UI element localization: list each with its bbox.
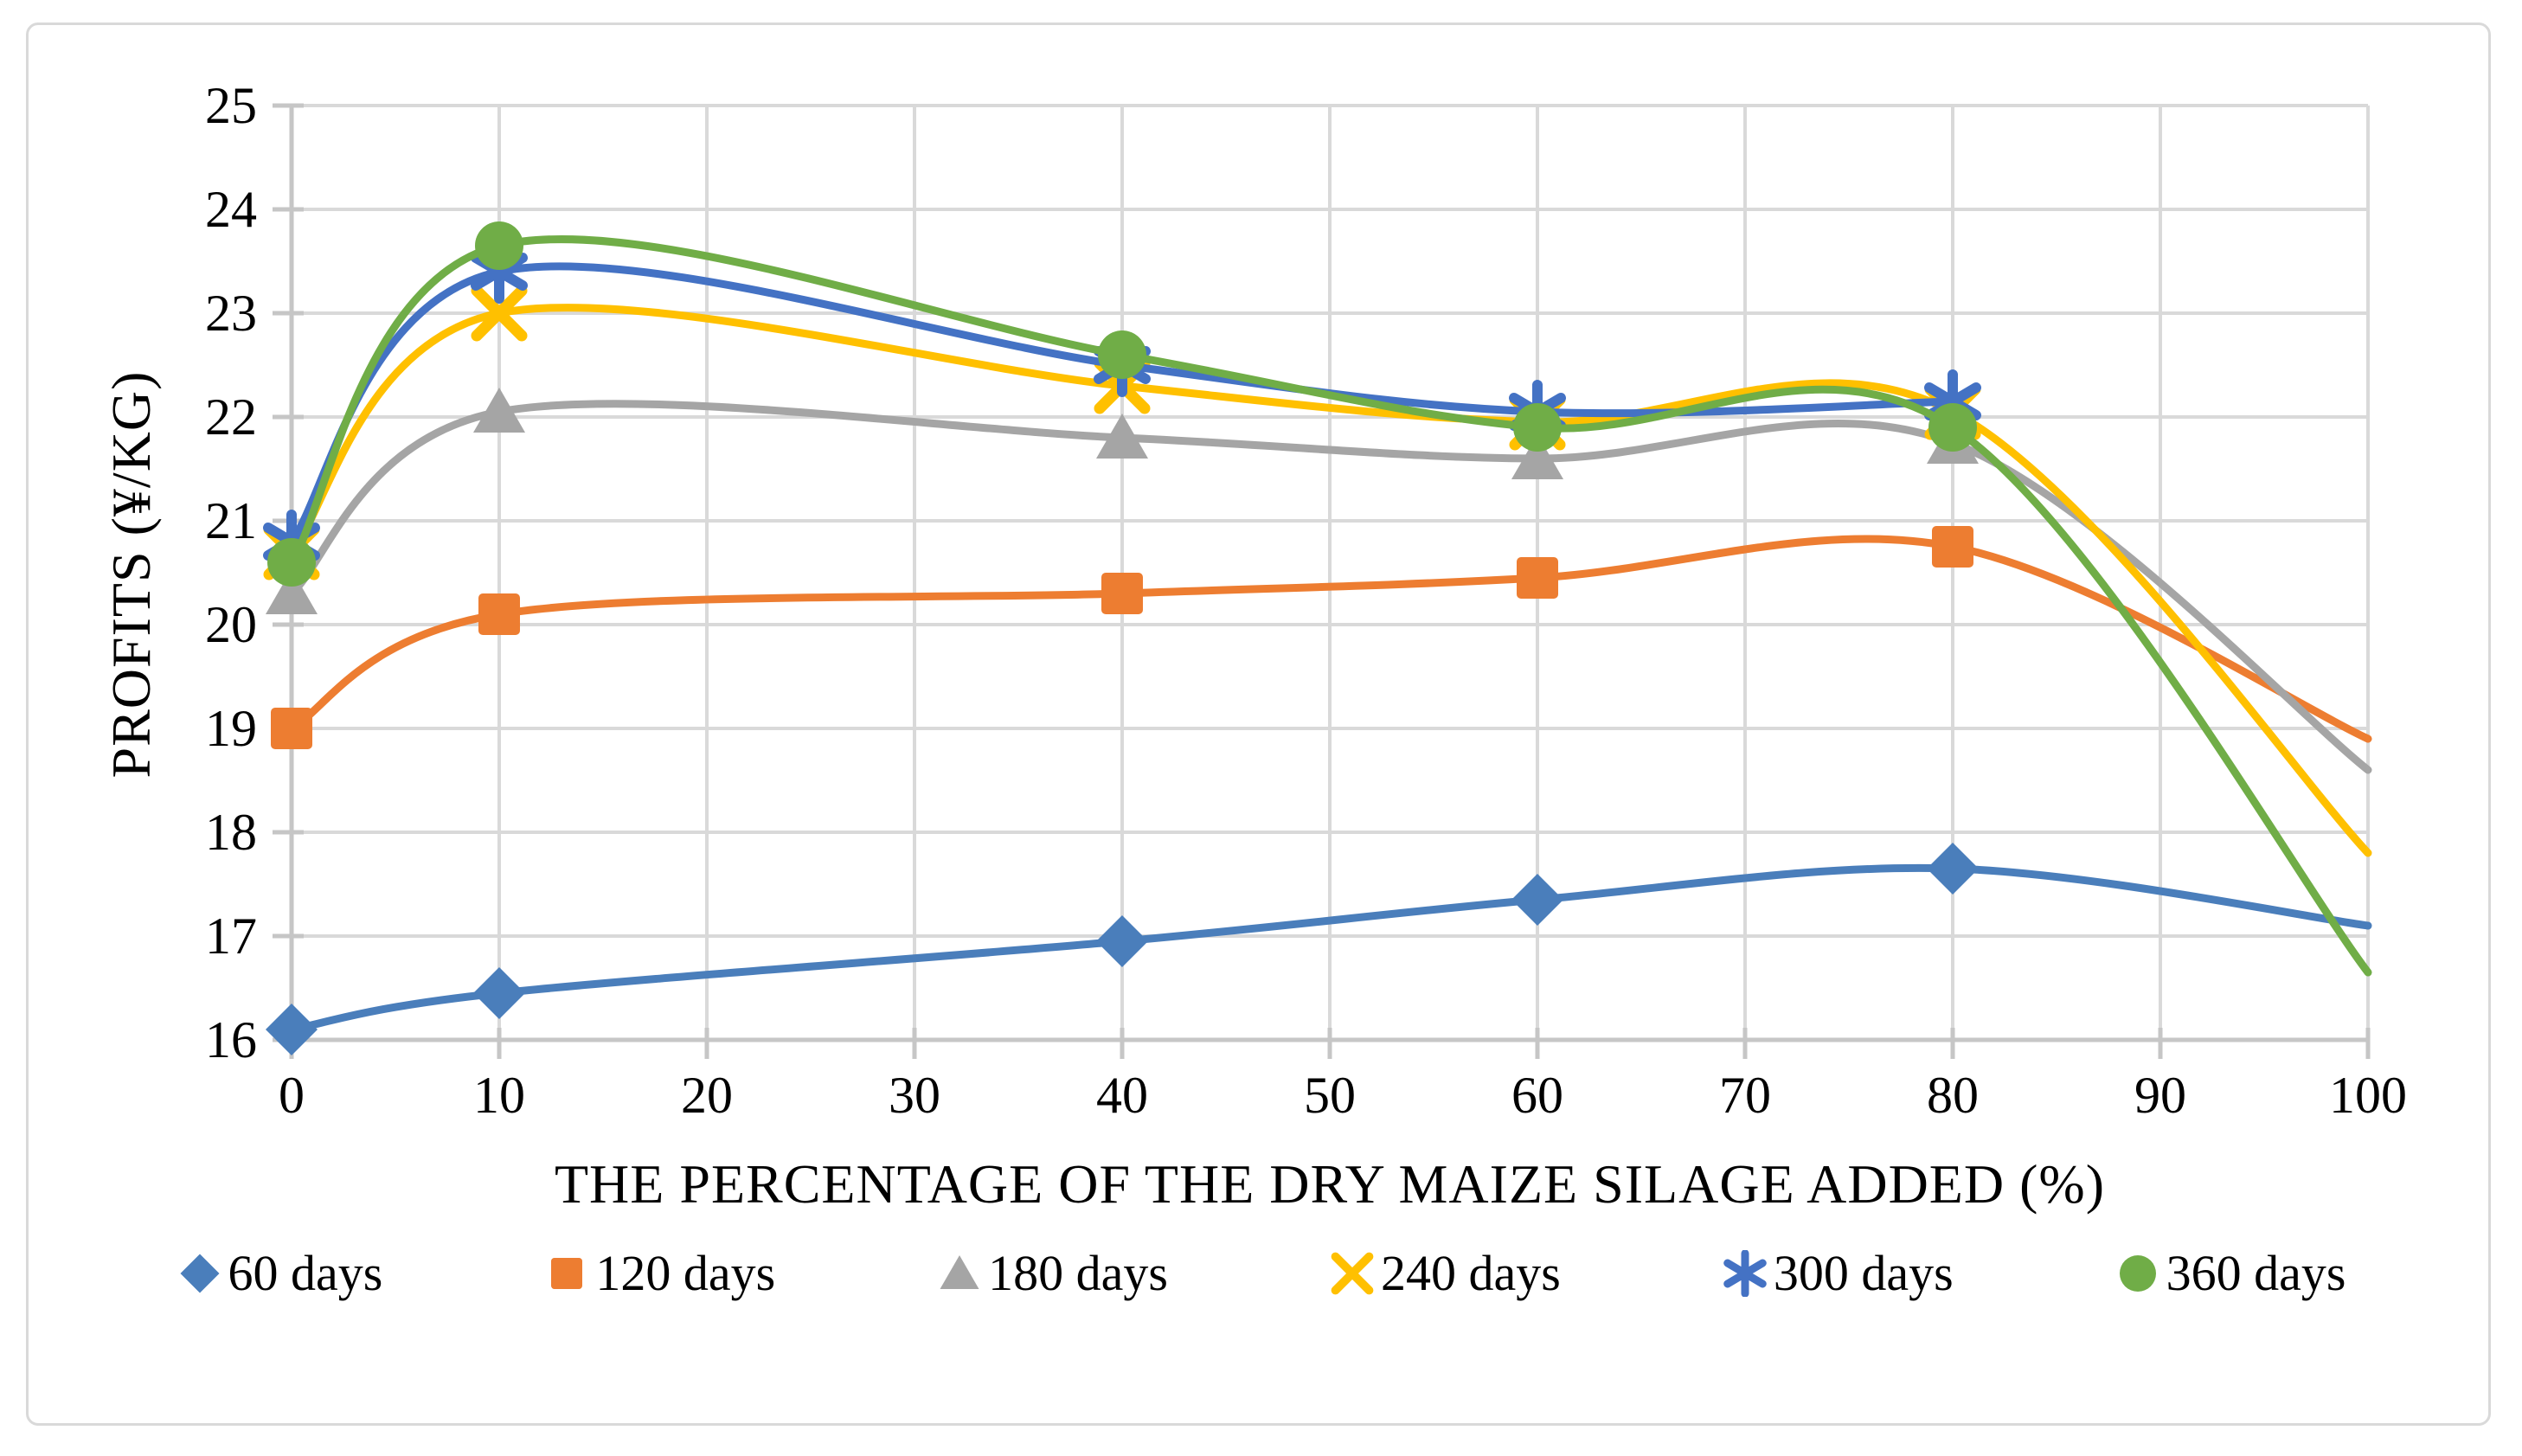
legend-item-120-days: 120 days — [543, 1244, 775, 1302]
legend-marker-360-days — [2119, 1254, 2156, 1292]
legend-marker-60-days — [180, 1254, 220, 1292]
y-tick-label: 17 — [205, 908, 257, 965]
legend-marker-square-icon — [551, 1257, 583, 1289]
legend-marker-x-icon — [1331, 1252, 1374, 1294]
marker-120-days — [478, 593, 520, 635]
tick-labels: 16 17 18 19 20 21 22 23 24 25 0 10 20 30 40 50 60 70 80 90 1… — [205, 77, 2407, 1124]
marker-120-days — [1101, 573, 1143, 614]
y-tick-label: 24 — [205, 181, 257, 238]
chart-border-frame — [26, 22, 2491, 1426]
legend-marker-diamond-icon — [180, 1254, 220, 1292]
marker-180-days — [266, 569, 318, 614]
x-tick-label: 90 — [2134, 1067, 2186, 1124]
marker-60-days — [1927, 843, 1979, 895]
marker-120-days — [1517, 557, 1558, 599]
x-tick-label: 30 — [889, 1067, 940, 1124]
y-tick-label: 25 — [205, 77, 257, 134]
x-tick-label: 10 — [473, 1067, 525, 1124]
marker-360-days — [267, 538, 316, 587]
legend-marker-180-days — [940, 1254, 979, 1289]
series-240-days — [263, 285, 2372, 857]
y-tick-label: 23 — [205, 285, 257, 342]
x-tick-label: 60 — [1511, 1067, 1563, 1124]
legend-label: 120 days — [595, 1245, 776, 1301]
legend-marker-asterisk-icon — [1723, 1249, 1767, 1297]
legend-label: 60 days — [228, 1245, 383, 1301]
legend-marker-circle-icon — [2119, 1254, 2156, 1292]
marker-360-days — [475, 221, 523, 270]
marker-60-days — [473, 967, 525, 1019]
legend-item-180-days: 180 days — [936, 1244, 1168, 1302]
marker-60-days — [1511, 874, 1563, 926]
y-tick-label: 22 — [205, 388, 257, 446]
legend-label: 180 days — [988, 1245, 1168, 1301]
marker-180-days — [1096, 414, 1148, 459]
legend-marker-triangle-icon — [940, 1254, 979, 1289]
y-tick-label: 19 — [205, 700, 257, 757]
marker-180-days — [473, 388, 525, 433]
y-tick-label: 18 — [205, 804, 257, 861]
series-60-days — [266, 843, 2372, 1055]
marker-360-days — [1928, 403, 1977, 452]
x-axis-title: THE PERCENTAGE OF THE DRY MAIZE SILAGE A… — [554, 1153, 2106, 1215]
marker-240-days — [471, 285, 528, 342]
legend-marker-120-days — [551, 1257, 583, 1289]
x-tick-label: 0 — [279, 1067, 305, 1124]
legend-item-240-days: 240 days — [1329, 1244, 1561, 1302]
x-tick-label: 50 — [1304, 1067, 1356, 1124]
legend-label: 360 days — [2166, 1245, 2346, 1301]
gridlines — [290, 104, 2370, 1042]
x-tick-label: 20 — [681, 1067, 733, 1124]
legend-label: 300 days — [1773, 1245, 1954, 1301]
marker-360-days — [1098, 330, 1146, 379]
marker-60-days — [266, 1004, 318, 1055]
marker-180-days — [1511, 434, 1563, 479]
marker-120-days — [271, 708, 312, 749]
x-tick-label: 80 — [1927, 1067, 1979, 1124]
x-tick-label: 40 — [1096, 1067, 1148, 1124]
series-360-days — [267, 221, 2372, 977]
y-tick-label: 21 — [205, 492, 257, 549]
marker-60-days — [1096, 915, 1148, 967]
legend-marker-240-days — [1331, 1252, 1374, 1294]
marker-120-days — [1932, 526, 1973, 568]
legend-item-60-days: 60 days — [176, 1244, 383, 1302]
legend-item-300-days: 300 days — [1722, 1244, 1954, 1302]
legend-item-360-days: 360 days — [2115, 1244, 2346, 1302]
legend: 60 days 120 days 180 days 240 days 300 days 3… — [0, 1244, 2522, 1302]
legend-marker-300-days — [1723, 1249, 1767, 1297]
y-tick-label: 20 — [205, 596, 257, 653]
x-tick-label: 100 — [2329, 1067, 2407, 1124]
series-120-days — [271, 526, 2372, 749]
x-tick-label: 70 — [1719, 1067, 1771, 1124]
y-tick-label: 16 — [205, 1011, 257, 1068]
y-axis-title: PROFITS (¥/KG) — [100, 370, 162, 779]
marker-360-days — [1513, 403, 1562, 452]
legend-label: 240 days — [1381, 1245, 1561, 1301]
